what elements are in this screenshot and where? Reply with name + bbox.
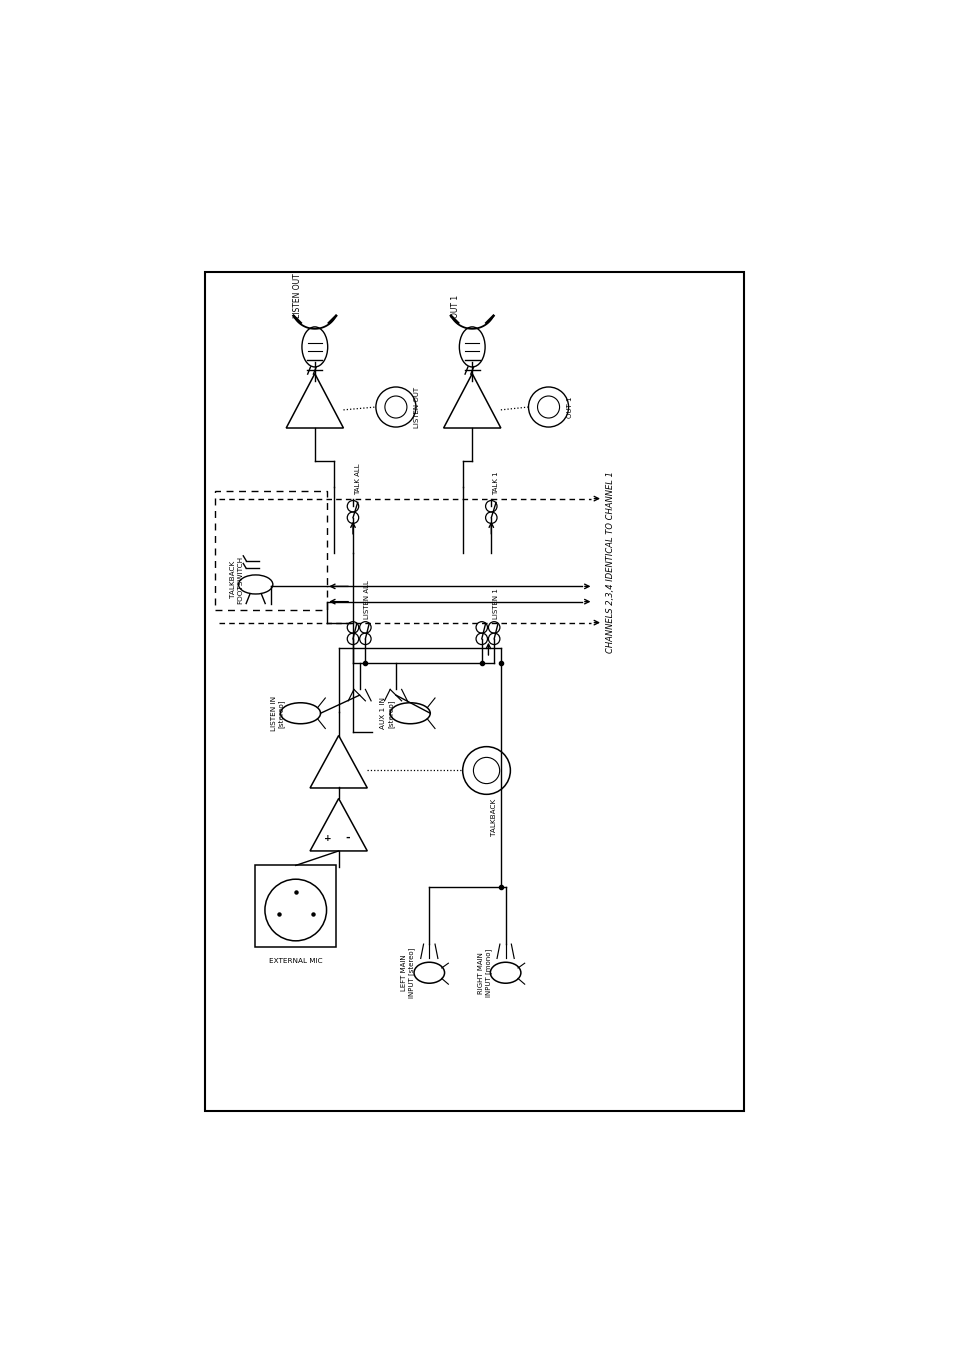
Text: TALKBACK
FOOTSWITCH: TALKBACK FOOTSWITCH [230,555,243,604]
Text: -: - [345,833,349,844]
Text: LISTEN OUT: LISTEN OUT [293,274,302,318]
Text: TALKBACK: TALKBACK [491,799,497,837]
Text: OUT 1: OUT 1 [450,295,459,318]
Bar [214,492,327,611]
Text: LISTEN 1: LISTEN 1 [493,588,498,619]
Text: EXTERNAL MIC: EXTERNAL MIC [269,957,322,964]
Text: LISTEN ALL: LISTEN ALL [364,580,370,619]
Text: LEFT MAIN
INPUT [stereo]: LEFT MAIN INPUT [stereo] [401,948,415,998]
Text: LISTEN OUT: LISTEN OUT [414,386,419,428]
Text: +: + [324,834,332,842]
Text: OUT 1: OUT 1 [566,397,572,418]
Text: TALK 1: TALK 1 [493,471,498,494]
Text: LISTEN IN
[stereo]: LISTEN IN [stereo] [271,696,284,731]
Bar [205,272,743,1112]
Text: RIGHT MAIN
INPUT [mono]: RIGHT MAIN INPUT [mono] [477,949,491,997]
Text: AUX 1 IN
[stereo]: AUX 1 IN [stereo] [380,697,394,730]
Text: CHANNELS 2,3,4 IDENTICAL TO CHANNEL 1: CHANNELS 2,3,4 IDENTICAL TO CHANNEL 1 [605,471,615,654]
Bar [255,865,335,946]
Text: TALK ALL: TALK ALL [355,463,360,494]
